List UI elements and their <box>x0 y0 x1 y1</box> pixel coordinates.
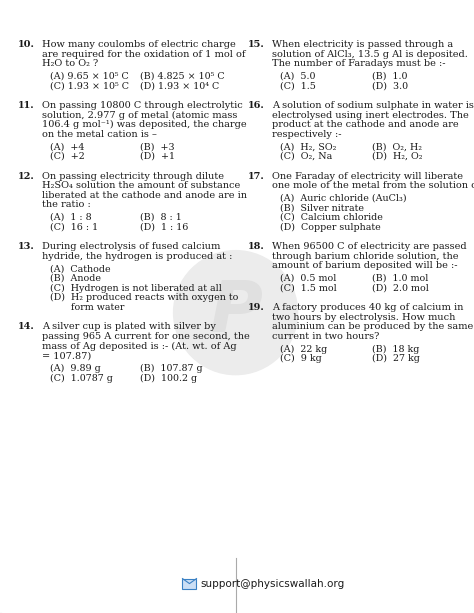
Text: (C)  +2: (C) +2 <box>50 152 85 161</box>
Text: How many coulombs of electric charge: How many coulombs of electric charge <box>42 40 236 49</box>
Text: (C)  1.5 mol: (C) 1.5 mol <box>280 284 337 292</box>
Circle shape <box>173 251 298 375</box>
Text: When electricity is passed through a: When electricity is passed through a <box>272 40 453 49</box>
Text: 19.: 19. <box>248 303 265 312</box>
Text: (A)  1 : 8: (A) 1 : 8 <box>50 213 91 222</box>
Text: are required for the oxidation of 1 mol of: are required for the oxidation of 1 mol … <box>42 50 246 59</box>
Text: current in two hours?: current in two hours? <box>272 332 379 341</box>
Text: H₂SO₄ solution the amount of substance: H₂SO₄ solution the amount of substance <box>42 181 240 190</box>
Text: form water: form water <box>50 303 124 312</box>
Text: (B)  1.0 mol: (B) 1.0 mol <box>372 274 428 283</box>
Text: (D)  1 : 16: (D) 1 : 16 <box>140 223 188 232</box>
Text: 12.: 12. <box>18 172 35 181</box>
Text: (D)  Copper sulphate: (D) Copper sulphate <box>280 223 381 232</box>
Text: one mole of the metal from the solution of: one mole of the metal from the solution … <box>272 181 474 190</box>
Text: solution of AlCl₃, 13.5 g Al is deposited.: solution of AlCl₃, 13.5 g Al is deposite… <box>272 50 468 59</box>
Text: (C)  1.0787 g: (C) 1.0787 g <box>50 373 113 383</box>
Text: (A)  H₂, SO₂: (A) H₂, SO₂ <box>280 142 337 151</box>
Text: passing 965 A current for one second, the: passing 965 A current for one second, th… <box>42 332 250 341</box>
Text: 15.: 15. <box>248 40 265 49</box>
Text: During electrolysis of fused calcium: During electrolysis of fused calcium <box>42 242 220 251</box>
Text: aluminium can be produced by the same: aluminium can be produced by the same <box>272 322 473 332</box>
Text: (A)  +4: (A) +4 <box>50 142 84 151</box>
Text: (C)  O₂, Na: (C) O₂, Na <box>280 152 332 161</box>
Text: On passing 10800 C through electrolytic: On passing 10800 C through electrolytic <box>42 101 243 110</box>
Text: (D) 1.93 × 10⁴ C: (D) 1.93 × 10⁴ C <box>140 82 219 90</box>
Text: When 96500 C of electricity are passed: When 96500 C of electricity are passed <box>272 242 466 251</box>
Text: 13.: 13. <box>18 242 35 251</box>
Text: A solution of sodium sulphate in water is: A solution of sodium sulphate in water i… <box>272 101 474 110</box>
Text: hydride, the hydrogen is produced at :: hydride, the hydrogen is produced at : <box>42 252 232 261</box>
Text: One Faraday of electricity will liberate: One Faraday of electricity will liberate <box>272 172 463 181</box>
Text: = 107.87): = 107.87) <box>42 351 91 360</box>
Text: (B)  1.0: (B) 1.0 <box>372 72 408 81</box>
Text: (C)  1.5: (C) 1.5 <box>280 82 316 90</box>
Text: 16.: 16. <box>248 101 265 110</box>
Text: (B)  Anode: (B) Anode <box>50 274 101 283</box>
Text: (D)  +1: (D) +1 <box>140 152 175 161</box>
Text: through barium chloride solution, the: through barium chloride solution, the <box>272 252 458 261</box>
Text: amount of barium deposited will be :-: amount of barium deposited will be :- <box>272 261 457 270</box>
Text: (A)  22 kg: (A) 22 kg <box>280 345 327 354</box>
Text: 14.: 14. <box>18 322 35 332</box>
Text: On passing electricity through dilute: On passing electricity through dilute <box>42 172 224 181</box>
Text: two hours by electrolysis. How much: two hours by electrolysis. How much <box>272 313 456 322</box>
Text: 106.4 g mol⁻¹) was deposited, the charge: 106.4 g mol⁻¹) was deposited, the charge <box>42 120 246 129</box>
Text: support@physicswallah.org: support@physicswallah.org <box>201 579 345 588</box>
Text: on the metal cation is –: on the metal cation is – <box>42 130 157 139</box>
Text: 17.: 17. <box>248 172 265 181</box>
Text: 18.: 18. <box>248 242 265 251</box>
Text: (C)  Hydrogen is not liberated at all: (C) Hydrogen is not liberated at all <box>50 284 222 293</box>
Text: (B)  107.87 g: (B) 107.87 g <box>140 364 202 373</box>
Text: (D)  100.2 g: (D) 100.2 g <box>140 373 197 383</box>
Text: A factory produces 40 kg of calcium in: A factory produces 40 kg of calcium in <box>272 303 464 312</box>
Text: the ratio :: the ratio : <box>42 200 91 210</box>
Text: respectively :-: respectively :- <box>272 130 341 139</box>
Text: (B) 4.825 × 10⁵ C: (B) 4.825 × 10⁵ C <box>140 72 225 81</box>
Text: (A)  5.0: (A) 5.0 <box>280 72 316 81</box>
Text: (C) 1.93 × 10⁵ C: (C) 1.93 × 10⁵ C <box>50 82 129 90</box>
Text: (C)  Calcium chloride: (C) Calcium chloride <box>280 213 383 222</box>
Text: A silver cup is plated with silver by: A silver cup is plated with silver by <box>42 322 216 332</box>
Text: 10.: 10. <box>18 40 35 49</box>
Text: 2: 2 <box>454 4 460 13</box>
Text: (D)  2.0 mol: (D) 2.0 mol <box>372 284 429 292</box>
Text: (A)  Auric chloride (AuCl₃): (A) Auric chloride (AuCl₃) <box>280 194 407 203</box>
Text: The number of Faradays must be :-: The number of Faradays must be :- <box>272 59 446 68</box>
Text: (C)  9 kg: (C) 9 kg <box>280 354 322 364</box>
Text: (B)  O₂, H₂: (B) O₂, H₂ <box>372 142 422 151</box>
Text: (A)  9.89 g: (A) 9.89 g <box>50 364 101 373</box>
Text: electrolysed using inert electrodes. The: electrolysed using inert electrodes. The <box>272 110 469 120</box>
Text: (B)  18 kg: (B) 18 kg <box>372 345 419 354</box>
Text: liberated at the cathode and anode are in: liberated at the cathode and anode are i… <box>42 191 247 200</box>
Text: solution, 2.977 g of metal (atomic mass: solution, 2.977 g of metal (atomic mass <box>42 110 237 120</box>
FancyBboxPatch shape <box>182 579 197 588</box>
Text: H₂O to O₂ ?: H₂O to O₂ ? <box>42 59 98 68</box>
Text: mass of Ag deposited is :- (At. wt. of Ag: mass of Ag deposited is :- (At. wt. of A… <box>42 341 237 351</box>
Text: P: P <box>209 278 262 347</box>
Text: (D)  3.0: (D) 3.0 <box>372 82 408 90</box>
Text: (A) 9.65 × 10⁵ C: (A) 9.65 × 10⁵ C <box>50 72 129 81</box>
Text: (B)  +3: (B) +3 <box>140 142 174 151</box>
Text: (B)  Silver nitrate: (B) Silver nitrate <box>280 204 364 212</box>
Text: (D)  H₂, O₂: (D) H₂, O₂ <box>372 152 422 161</box>
Text: (B)  8 : 1: (B) 8 : 1 <box>140 213 182 222</box>
Text: (A)  Cathode: (A) Cathode <box>50 264 110 273</box>
Text: (C)  16 : 1: (C) 16 : 1 <box>50 223 98 232</box>
Text: (D)  H₂ produced reacts with oxygen to: (D) H₂ produced reacts with oxygen to <box>50 293 238 302</box>
Text: 11.: 11. <box>18 101 35 110</box>
Text: (D)  27 kg: (D) 27 kg <box>372 354 420 364</box>
Text: (A)  0.5 mol: (A) 0.5 mol <box>280 274 337 283</box>
Text: product at the cathode and anode are: product at the cathode and anode are <box>272 120 459 129</box>
